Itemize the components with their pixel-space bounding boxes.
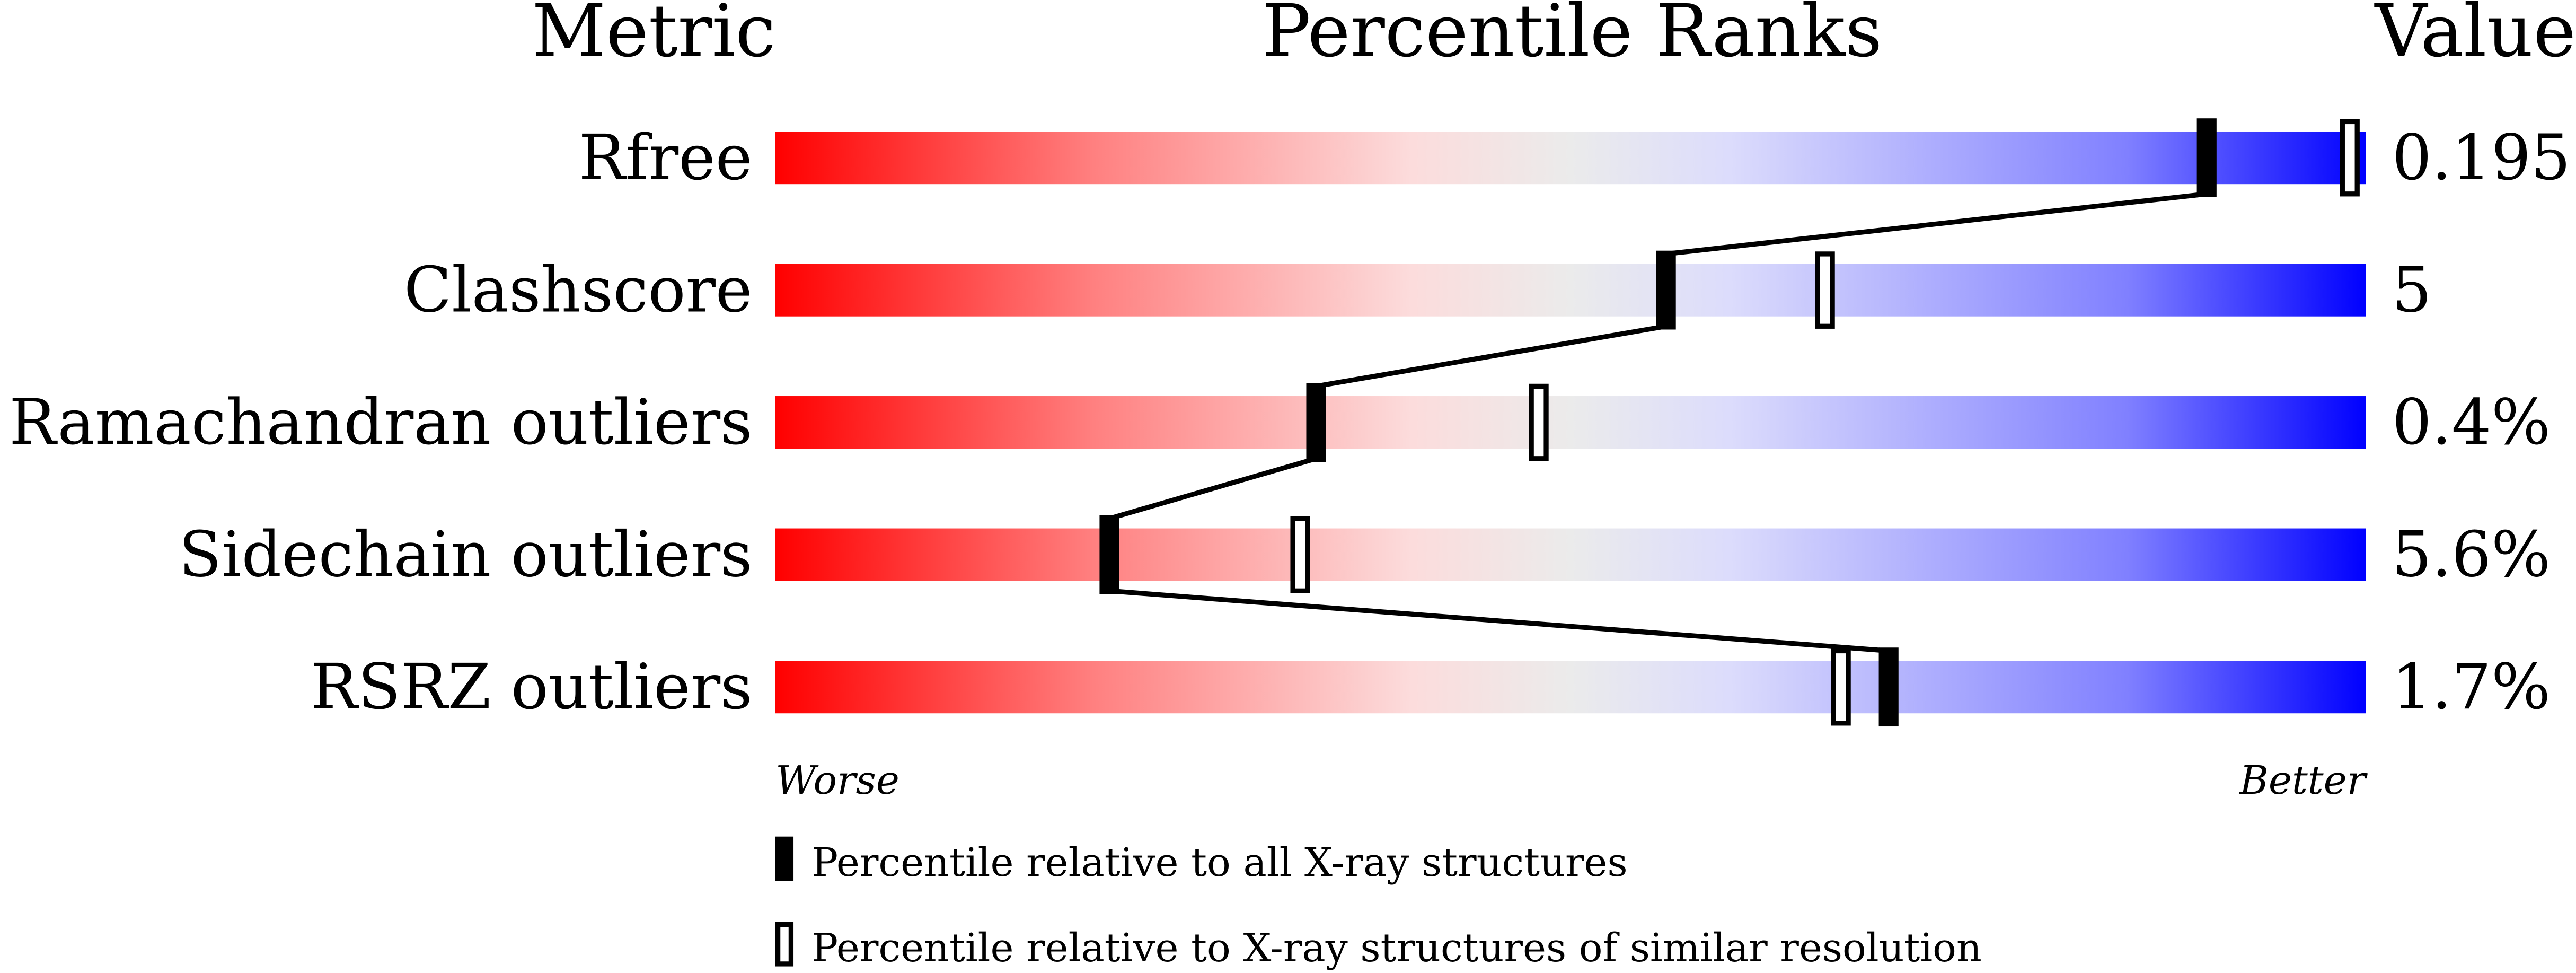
metric-value: 1.7% xyxy=(2392,651,2551,723)
similar-resolution-percentile-marker xyxy=(1815,251,1835,329)
percentile-connector-line xyxy=(1108,191,2207,654)
metric-label: RSRZ outliers xyxy=(311,651,752,723)
worse-label: Worse xyxy=(775,757,899,803)
metric-value: 5.6% xyxy=(2392,518,2551,591)
metric-value: 0.4% xyxy=(2392,386,2551,459)
percentile-bar xyxy=(775,264,2366,317)
percentile-bar xyxy=(775,528,2366,581)
header-percentile-ranks: Percentile Ranks xyxy=(1262,0,1882,73)
legend-filled-marker-icon xyxy=(775,836,794,881)
better-label: Better xyxy=(2238,757,2368,803)
percentile-markers xyxy=(1099,118,2360,727)
percentile-bar xyxy=(775,661,2366,714)
all-structures-percentile-marker xyxy=(1878,647,1899,727)
header-value: Value xyxy=(2374,0,2576,73)
similar-resolution-percentile-marker xyxy=(2340,119,2360,197)
metric-label: Ramachandran outliers xyxy=(9,386,752,459)
similar-resolution-percentile-marker xyxy=(1529,383,1549,461)
legend-filled-label: Percentile relative to all X-ray structu… xyxy=(811,839,1628,886)
metric-label: Sidechain outliers xyxy=(179,518,752,591)
all-structures-percentile-marker xyxy=(1656,250,1676,330)
all-structures-percentile-marker xyxy=(2196,118,2217,197)
header-metric: Metric xyxy=(532,0,775,73)
legend-open-label: Percentile relative to X-ray structures … xyxy=(811,925,1982,971)
metric-value: 0.195 xyxy=(2392,121,2571,194)
percentile-bar xyxy=(775,396,2366,449)
similar-resolution-percentile-marker xyxy=(1290,516,1310,593)
all-structures-percentile-marker xyxy=(1306,383,1326,462)
similar-resolution-percentile-marker xyxy=(1831,648,1851,726)
metric-value: 5 xyxy=(2392,253,2432,326)
metric-label: Clashscore xyxy=(404,253,753,326)
percentile-bar xyxy=(775,132,2366,185)
legend-open-marker-icon xyxy=(775,922,794,967)
metric-rows: Rfree 0.195 Clashscore 5 Ramachandran outlie… xyxy=(9,121,2571,723)
metric-label: Rfree xyxy=(579,121,753,194)
all-structures-percentile-marker xyxy=(1099,515,1119,594)
